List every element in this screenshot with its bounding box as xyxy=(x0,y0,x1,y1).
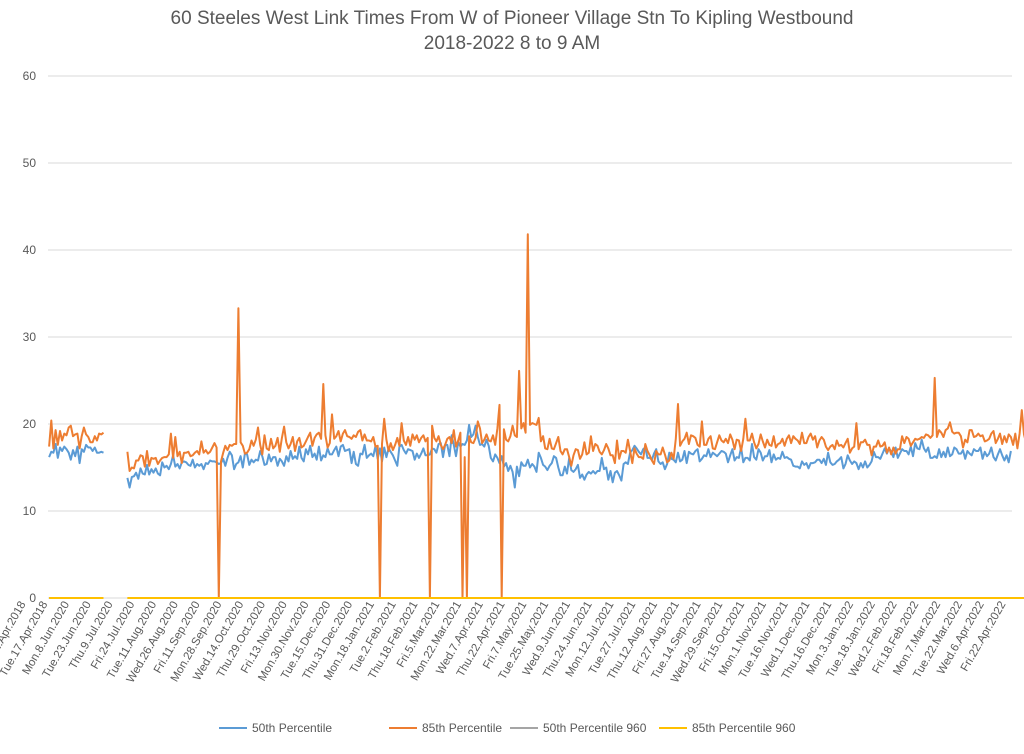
series-line xyxy=(49,597,1024,599)
y-tick-label: 0 xyxy=(29,591,36,605)
y-tick-label: 40 xyxy=(23,243,37,257)
legend-entry: 50th Percentile xyxy=(252,721,332,735)
y-tick-label: 10 xyxy=(23,504,37,518)
series-line xyxy=(48,423,1012,489)
legend-entry: 85th Percentile 960 xyxy=(692,721,796,735)
chart-title-line-1: 60 Steeles West Link Times From W of Pio… xyxy=(170,8,854,29)
legend-entry: 50th Percentile 960 xyxy=(543,721,647,735)
y-tick-label: 20 xyxy=(23,417,37,431)
gridlines xyxy=(48,75,1012,599)
y-tick-label: 60 xyxy=(23,69,37,83)
x-axis-tick-labels: Mon.2.Apr.2018Tue.17.Apr.2018Mon.8.Jun.2… xyxy=(0,599,1009,685)
legend-entry: 85th Percentile xyxy=(422,721,502,735)
series-line xyxy=(49,597,1024,599)
y-axis-tick-labels: 0 10 20 30 40 50 60 xyxy=(23,69,37,605)
legend: 50th Percentile 85th Percentile 50th Perce… xyxy=(219,721,796,735)
chart-title: 60 Steeles West Link Times From W of Pio… xyxy=(0,6,1024,56)
y-tick-label: 50 xyxy=(23,156,37,170)
series-line xyxy=(48,233,1024,599)
data-series xyxy=(48,233,1024,599)
y-tick-label: 30 xyxy=(23,330,37,344)
chart-title-line-2: 2018-2022 8 to 9 AM xyxy=(423,33,601,54)
